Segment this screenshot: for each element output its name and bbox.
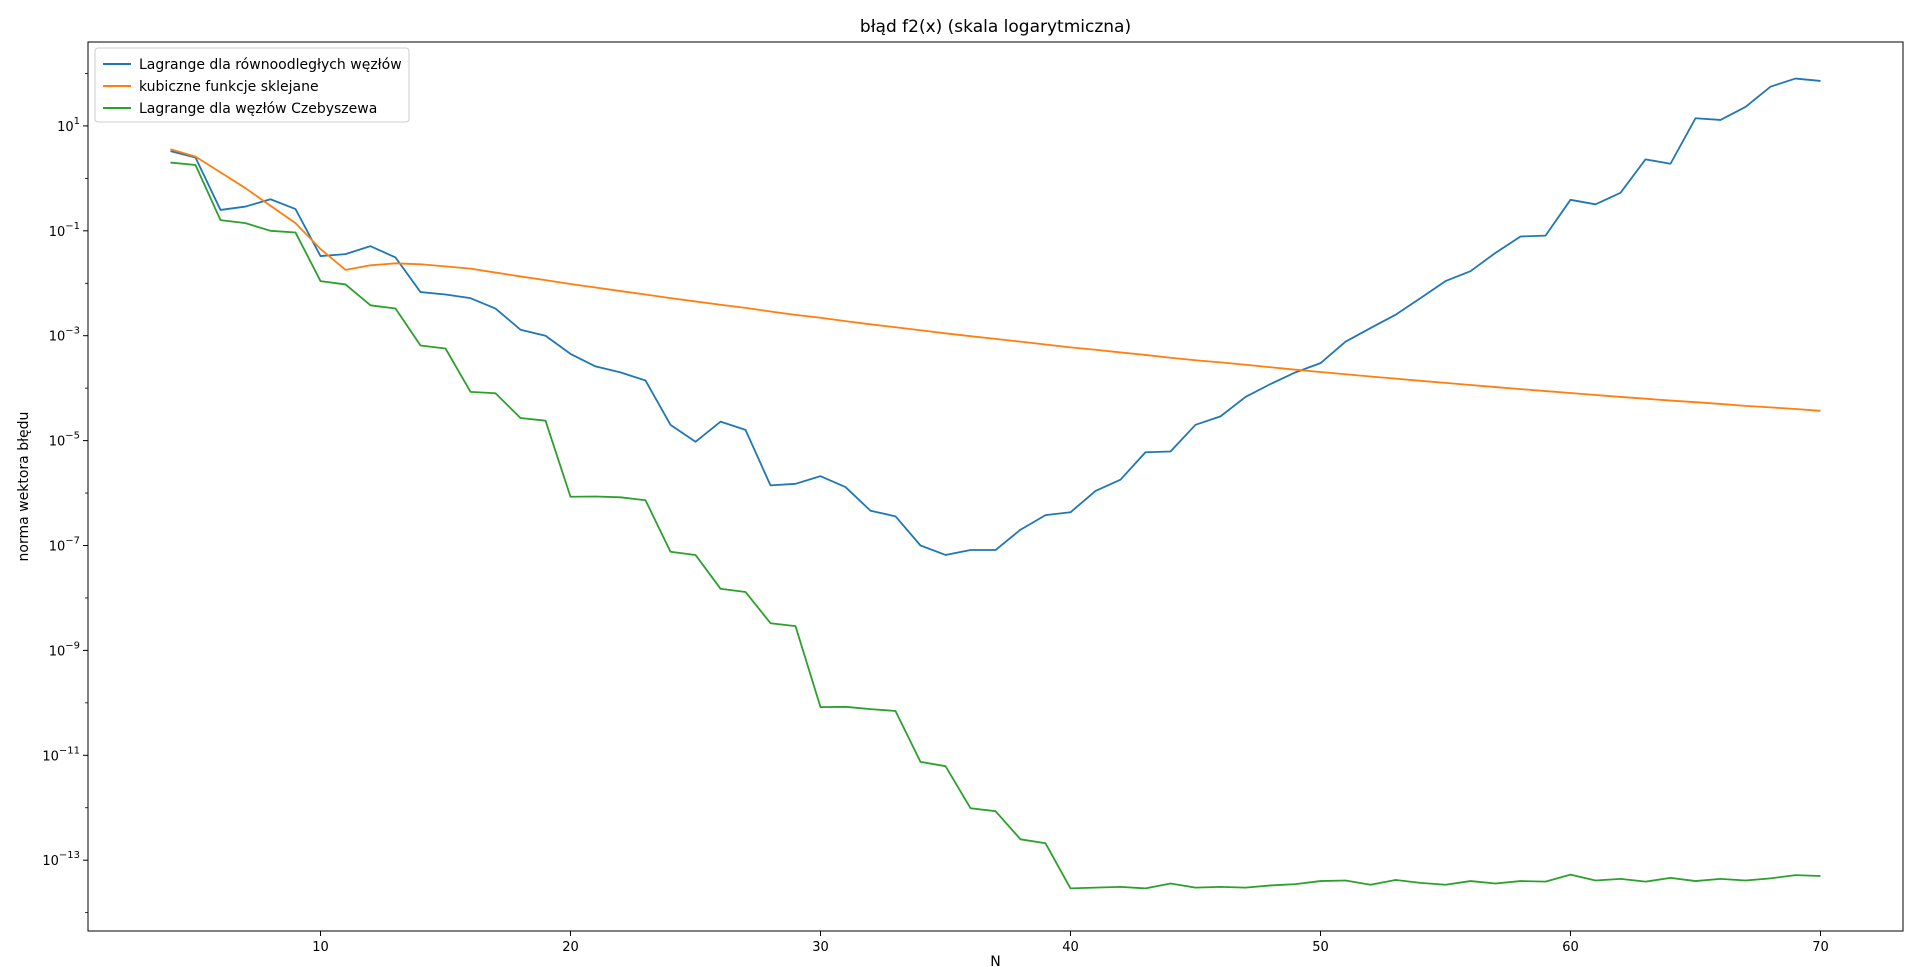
x-tick-label: 10 xyxy=(312,940,329,955)
y-tick-label: 10−3 xyxy=(49,326,80,345)
y-tick-label: 10−11 xyxy=(42,745,80,764)
x-tick-label: 30 xyxy=(812,940,829,955)
legend-entry-1: kubiczne funkcje sklejane xyxy=(139,79,319,95)
x-tick-label: 60 xyxy=(1562,940,1579,955)
x-tick-label: 20 xyxy=(562,940,579,955)
series-line-0 xyxy=(170,77,1821,556)
x-tick-label: 50 xyxy=(1312,940,1329,955)
legend-entry-0: Lagrange dla równoodległych węzłów xyxy=(139,57,402,73)
y-tick-label: 101 xyxy=(57,116,80,135)
plot-frame xyxy=(87,41,1904,932)
y-tick-label: 10−1 xyxy=(49,221,80,240)
legend-box xyxy=(94,47,410,123)
y-axis-label: norma wektora błędu xyxy=(16,412,32,562)
chart-title: błąd f2(x) (skala logarytmiczna) xyxy=(860,17,1131,37)
y-tick-label: 10−7 xyxy=(49,536,80,555)
y-tick-label: 10−13 xyxy=(42,850,80,869)
x-tick-label: 40 xyxy=(1062,940,1079,955)
plot-area: 10 20 30 40 50 60 70 101 10−1 10−3 10−5 10−7 10−9 10−… xyxy=(42,41,1904,955)
legend: Lagrange dla równoodległych węzłów kubicz… xyxy=(94,47,410,123)
legend-entry-2: Lagrange dla węzłów Czebyszewa xyxy=(139,101,377,117)
series-line-2 xyxy=(170,161,1821,890)
x-axis-label: N xyxy=(990,954,1000,967)
y-tick-label: 10−5 xyxy=(49,431,80,450)
series-line-1 xyxy=(170,148,1821,412)
x-tick-label: 70 xyxy=(1812,940,1829,955)
y-tick-label: 10−9 xyxy=(49,640,80,659)
